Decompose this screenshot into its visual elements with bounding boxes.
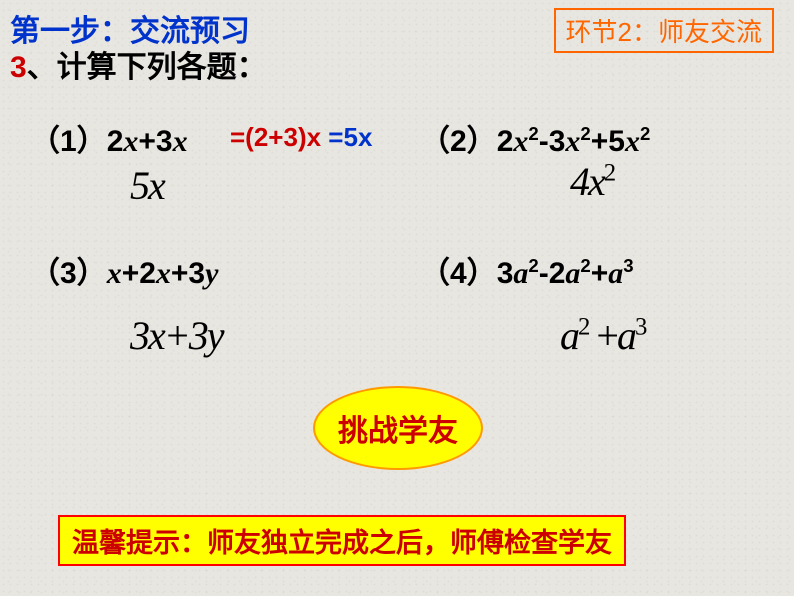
answer-2: 4x2 (570, 158, 614, 205)
subtitle-number: 3 (10, 51, 27, 84)
challenge-ellipse: 挑战学友 (313, 386, 483, 470)
answer-4: a2 +a3 (560, 312, 645, 359)
a2-base: 4x (570, 159, 604, 204)
p1-op: +3 (138, 125, 172, 158)
a4-s1: 2 (578, 314, 588, 341)
segment-box: 环节2：师友交流 (554, 8, 774, 53)
problem-3: （3）x+2x+3y (30, 248, 218, 292)
p2-number: （2） (420, 125, 497, 158)
p1-var2: x (173, 125, 188, 158)
problem-2: （2）2x2-3x2+5x2 (420, 116, 650, 160)
problem-1-inline-answer: =(2+3)x =5x (230, 122, 372, 153)
a2-sup: 2 (604, 160, 614, 187)
tip-text: 温馨提示：师友独立完成之后，师傅检查学友 (72, 528, 612, 558)
a4-b: a (617, 313, 635, 358)
a4-a: a (560, 313, 578, 358)
p3-expr: x+2x+3y (107, 257, 219, 290)
subtitle: 3、计算下列各题： (10, 42, 267, 86)
subtitle-text: 、计算下列各题： (27, 51, 267, 84)
p1-coef1: 2 (107, 125, 124, 158)
problem-4: （4）3a2-2a2+a3 (420, 248, 634, 292)
p1-result: =5x (321, 122, 372, 152)
answer-1: 5x (130, 162, 164, 209)
challenge-label: 挑战学友 (338, 406, 458, 450)
p4-expr: 3a2-2a2+a3 (497, 257, 634, 290)
p2-expr: 2x2-3x2+5x2 (497, 125, 651, 158)
p3-number: （3） (30, 257, 107, 290)
p1-step: =(2+3)x (230, 122, 321, 152)
a4-s2: 3 (635, 314, 645, 341)
p1-var1: x (123, 125, 138, 158)
problem-1: （1）2x+3x (30, 116, 188, 160)
p1-number: （1） (30, 125, 107, 158)
a4-plus: + (588, 313, 617, 358)
tip-box: 温馨提示：师友独立完成之后，师傅检查学友 (58, 515, 626, 566)
p4-number: （4） (420, 257, 497, 290)
answer-3: 3x+3y (130, 312, 223, 359)
